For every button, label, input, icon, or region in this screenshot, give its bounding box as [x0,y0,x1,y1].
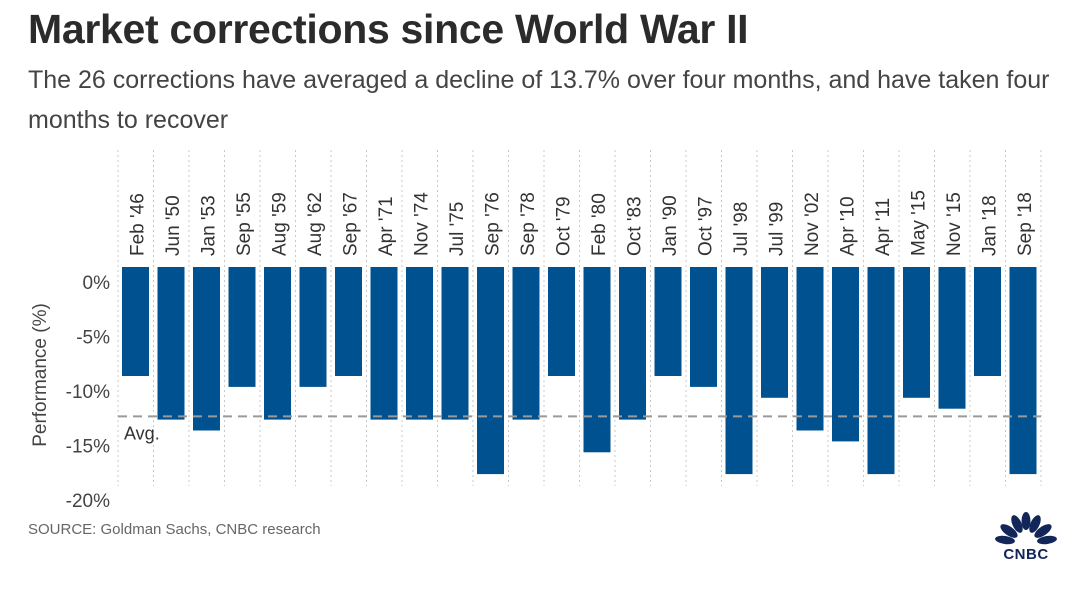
bar [122,267,149,376]
bar [619,267,646,420]
chart-title: Market corrections since World War II [28,6,749,52]
x-tick-label: Oct '79 [554,196,575,256]
bar [690,267,717,387]
x-tick-label: Sep '67 [341,192,362,256]
y-tick-label: -5% [76,328,110,349]
x-tick-label: Apr '10 [838,196,859,256]
bar [761,267,788,398]
x-tick-label: Feb '46 [128,193,149,256]
source-note: SOURCE: Goldman Sachs, CNBC research [28,521,321,538]
bar [335,267,362,376]
x-tick-label: Sep '76 [483,192,504,256]
x-tick-label: Apr '71 [376,196,397,256]
x-tick-label: Sep '18 [1015,192,1036,256]
bar [938,267,966,409]
bar [477,267,504,475]
y-tick-label: -15% [66,437,110,458]
y-tick-label: -10% [66,382,110,403]
bar [299,267,327,387]
bar [548,267,575,376]
bar [264,267,291,420]
bar [193,267,220,431]
bar [1009,267,1037,475]
bar [832,267,859,442]
x-tick-label: Aug '59 [270,192,291,256]
bar [867,267,895,475]
x-tick-label: Nov '74 [412,192,433,256]
peacock-icon [995,512,1057,545]
x-tick-label: Feb '80 [589,193,610,256]
bar [228,267,256,387]
y-tick-label: 0% [83,273,111,294]
y-tick-label: -20% [66,491,110,512]
x-tick-label: May '15 [909,190,930,256]
x-tick-label: Jan '18 [980,195,1001,256]
x-tick-label: Jul '98 [731,202,752,256]
x-tick-label: Nov '02 [802,192,823,256]
bar [583,267,611,453]
bar [406,267,433,420]
bar [441,267,469,420]
x-tick-label: Aug '62 [305,192,326,256]
chart-subtitle: The 26 corrections have averaged a decli… [28,66,1050,134]
bar [654,267,682,376]
x-tick-label: Jul '99 [767,202,788,256]
bar [370,267,398,420]
bar [796,267,824,431]
bar [974,267,1001,376]
bar [157,267,185,420]
x-tick-label: Apr '11 [873,198,894,256]
x-tick-label: Oct '83 [625,196,646,256]
logo-text: CNBC [1003,546,1049,563]
cnbc-logo: CNBC [990,512,1062,564]
x-tick-label: Jan '90 [660,195,681,256]
bar [903,267,930,398]
x-tick-label: Nov '15 [944,192,965,256]
bar [512,267,540,420]
x-tick-label: Sep '55 [234,192,255,256]
x-tick-label: Sep '78 [518,192,539,256]
y-axis-label: Performance (%) [30,303,51,447]
bar [725,267,753,475]
x-tick-label: Jul '75 [447,202,468,256]
x-tick-label: Jan '53 [199,195,220,256]
x-tick-label: Oct '97 [696,196,717,256]
average-label: Avg. [124,423,160,443]
x-tick-label: Jun '50 [163,195,184,256]
